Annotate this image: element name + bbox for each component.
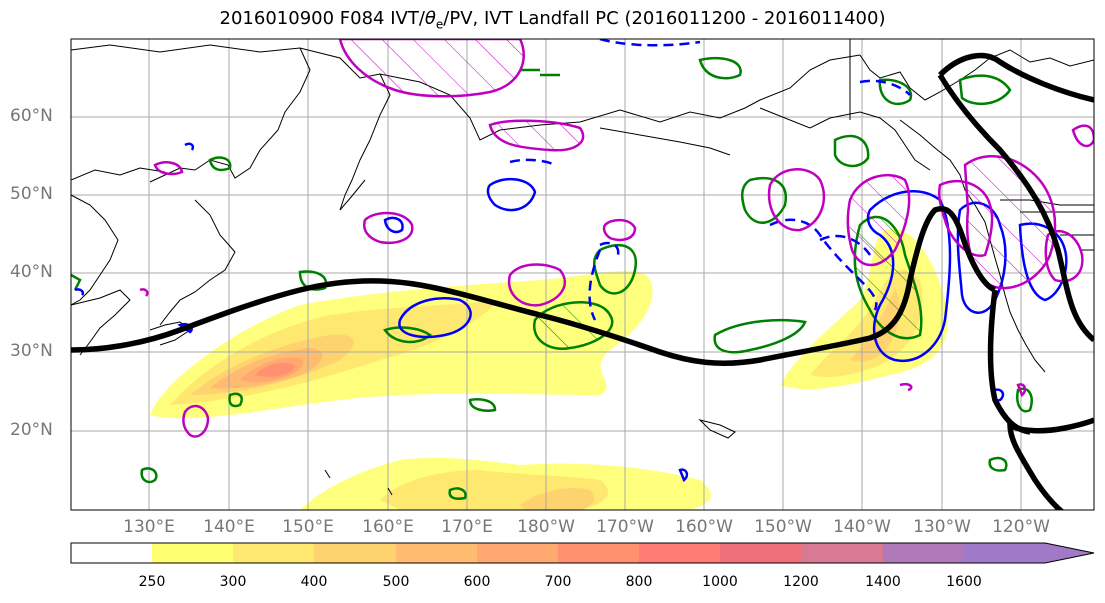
lon-label-130w: 130°W — [913, 517, 971, 537]
pc-contour-lines — [71, 52, 1094, 510]
colorbar-segment — [801, 543, 883, 563]
colorbar-segment — [558, 543, 639, 563]
lat-label-60n: 60°N — [10, 106, 53, 126]
colorbar-tick-1600: 1600 — [946, 574, 982, 590]
colorbar-tick-300: 300 — [219, 574, 247, 590]
colorbar-segment — [883, 543, 964, 563]
map-frame — [70, 38, 1095, 511]
colorbar-extend-arrow — [1045, 543, 1094, 563]
lon-label-170e: 170°E — [441, 517, 493, 537]
colorbar-segment — [152, 543, 233, 563]
colorbar-tick-600: 600 — [463, 574, 491, 590]
lon-label-160e: 160°E — [362, 517, 414, 537]
map-title: 2016010900 F084 IVT/θe/PV, IVT Landfall … — [219, 8, 886, 32]
lon-label-150w: 150°W — [754, 517, 812, 537]
colorbar — [70, 542, 1095, 564]
lon-label-130e: 130°E — [123, 517, 175, 537]
colorbar-tick-1000: 1000 — [702, 574, 738, 590]
colorbar-tick-1400: 1400 — [865, 574, 901, 590]
colorbar-segment — [314, 543, 396, 563]
lon-label-140w: 140°W — [833, 517, 891, 537]
lon-label-120w: 120°W — [992, 517, 1050, 537]
colorbar-segment — [477, 543, 558, 563]
colorbar-tick-500: 500 — [382, 574, 410, 590]
colorbar-tick-1200: 1200 — [783, 574, 819, 590]
lon-label-170w: 170°W — [596, 517, 654, 537]
colorbar-tick-250: 250 — [138, 574, 166, 590]
lon-label-160w: 160°W — [675, 517, 733, 537]
colorbar-tick-700: 700 — [544, 574, 572, 590]
lon-label-140e: 140°E — [203, 517, 255, 537]
coastlines — [71, 39, 1094, 496]
colorbar-segment — [396, 543, 477, 563]
colorbar-segment — [720, 543, 801, 563]
colorbar-segment — [964, 543, 1045, 563]
lon-label-150e: 150°E — [282, 517, 334, 537]
lat-label-40n: 40°N — [10, 262, 53, 282]
lat-label-20n: 20°N — [10, 420, 53, 440]
colorbar-tick-400: 400 — [300, 574, 328, 590]
colorbar-segment — [233, 543, 314, 563]
lat-label-50n: 50°N — [10, 184, 53, 204]
lon-label-180w: 180°W — [517, 517, 575, 537]
colorbar-segment — [639, 543, 720, 563]
colorbar-tick-800: 800 — [625, 574, 653, 590]
lat-label-30n: 30°N — [10, 341, 53, 361]
map-area — [71, 39, 1094, 510]
